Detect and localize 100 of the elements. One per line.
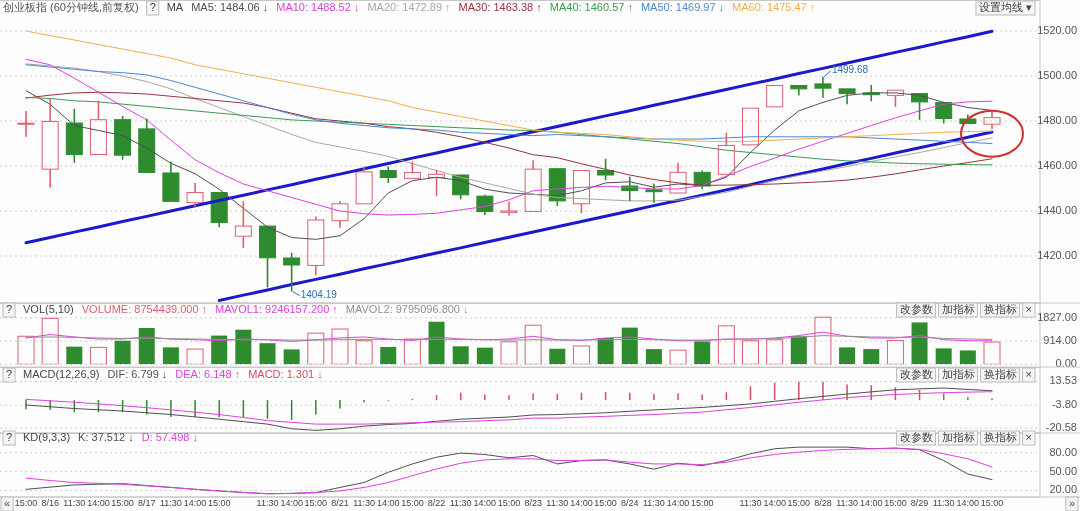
candlestick — [428, 169, 446, 197]
text: MA10: 1488.52 ↓ — [276, 0, 360, 13]
text: « — [4, 496, 11, 509]
text: ? — [6, 430, 13, 443]
y-tick-label: 1480.00 — [1037, 113, 1077, 126]
bar — [839, 347, 856, 365]
bar — [863, 349, 880, 365]
candlestick — [838, 88, 856, 105]
y-tick-label: 1460.00 — [1037, 158, 1077, 171]
bar — [959, 350, 976, 365]
candlestick — [307, 215, 325, 277]
y-tick-label: 80.00 — [1049, 445, 1077, 458]
line-series — [25, 96, 993, 166]
text: DIF: 6.799 ↓ — [107, 367, 168, 380]
text: × — [1025, 302, 1032, 315]
bar — [597, 338, 614, 365]
legend-title: KD(9,3,3) — [23, 430, 71, 443]
bar — [428, 321, 445, 365]
bar — [645, 349, 662, 365]
text: K: 37.512 ↓ — [78, 430, 134, 443]
bar — [41, 317, 59, 365]
line-series — [25, 64, 993, 145]
line-series — [25, 30, 993, 143]
x-tick-label: 14:00 — [280, 498, 303, 509]
x-tick-label: 11:30 — [642, 498, 665, 509]
x-tick-label: 11:30 — [546, 498, 569, 509]
y-tick-label: -20.58 — [1045, 421, 1077, 434]
x-tick-label: 8/23 — [524, 498, 542, 509]
annotation: 换指标 — [983, 430, 1017, 443]
candlestick — [524, 159, 542, 212]
x-tick-label: 15:00 — [14, 498, 38, 509]
candlestick — [983, 109, 1001, 130]
text: MA30: 1463.38 ↑ — [458, 0, 542, 13]
legend-title: MA — [166, 0, 184, 13]
x-tick-label: 15:00 — [884, 498, 907, 509]
bar — [259, 343, 276, 365]
bar — [911, 322, 928, 365]
line-series — [25, 90, 993, 240]
candlestick — [259, 225, 276, 289]
text: DEA: 6.148 ↑ — [175, 367, 241, 380]
bar — [524, 324, 542, 365]
x-tick-label: 15:00 — [594, 498, 617, 509]
x-tick-label: 14:00 — [570, 498, 593, 509]
candlestick — [234, 200, 252, 249]
candlestick — [283, 252, 301, 293]
annotation: 改参数 — [899, 302, 933, 315]
x-tick-label: 15:00 — [497, 498, 521, 509]
candlestick — [790, 84, 808, 97]
candlestick — [935, 102, 953, 125]
series-label: MACD: 1.301 ↓ — [248, 367, 323, 380]
text: MAVOL1: 9246157.200 ↑ — [215, 302, 338, 315]
text: MA20: 1472.89 ↑ — [367, 0, 451, 13]
x-tick-label: 15:00 — [401, 498, 424, 509]
annotation: 1404.19 — [300, 289, 338, 301]
line-series — [25, 387, 993, 431]
candlestick — [138, 117, 156, 174]
candlestick — [355, 165, 373, 205]
bar — [283, 349, 300, 365]
y-tick-label: -3.80 — [1051, 398, 1077, 411]
x-tick-label: 14:00 — [859, 498, 883, 509]
line-series — [25, 391, 993, 425]
x-tick-label: 11:30 — [836, 498, 859, 509]
x-tick-label: 14:00 — [376, 498, 400, 509]
x-tick-label: 8/22 — [427, 498, 446, 509]
y-tick-label: 1520.00 — [1037, 23, 1077, 36]
text: MA60: 1475.47 ↑ — [732, 0, 816, 13]
x-tick-label: 11:30 — [449, 498, 472, 509]
x-tick-label: 14:00 — [183, 498, 207, 509]
bar — [790, 336, 807, 365]
x-tick-label: 8/17 — [137, 498, 156, 509]
x-tick-label: 8/29 — [910, 498, 929, 509]
x-tick-label: 15:00 — [304, 498, 328, 509]
x-tick-label: 14:00 — [763, 498, 786, 509]
x-tick-label: 14:00 — [956, 498, 980, 509]
x-tick-label: 15:00 — [207, 498, 231, 509]
text: » — [1068, 496, 1075, 509]
annotation: ? — [149, 0, 156, 13]
bar — [452, 346, 469, 365]
series-label: VOLUME: 8754439.000 ↑ — [81, 302, 208, 315]
text: MA50: 1469.97 ↓ — [640, 0, 725, 13]
x-tick-label: 8/28 — [814, 498, 832, 509]
annotation: 换指标 — [983, 367, 1017, 380]
bar — [138, 327, 155, 365]
chart-title: 创业板指 (60分钟线,前复权) — [3, 0, 139, 13]
text: ? — [6, 367, 13, 380]
legend-title: MACD(12,26,9) — [23, 367, 100, 380]
bar — [162, 347, 179, 365]
candlestick — [331, 200, 349, 229]
candlestick — [476, 195, 494, 216]
line-series — [24, 29, 994, 245]
legend-title: VOL(5,10) — [23, 302, 74, 315]
candlestick — [162, 160, 180, 202]
text: MA40: 1460.57 ↑ — [549, 0, 633, 13]
x-tick-label: 8/24 — [620, 498, 639, 509]
candlestick — [669, 162, 687, 194]
bar — [694, 341, 711, 365]
candlestick — [65, 108, 83, 164]
candlestick — [645, 182, 663, 204]
x-tick-label: 15:00 — [980, 498, 1004, 509]
y-tick-label: 1420.00 — [1037, 248, 1077, 261]
